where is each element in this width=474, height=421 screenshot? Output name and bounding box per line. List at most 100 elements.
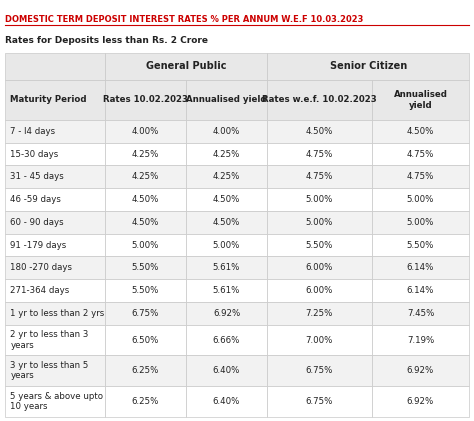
Bar <box>105 188 186 211</box>
Bar <box>186 211 267 234</box>
Text: 5.00%: 5.00% <box>213 240 240 250</box>
Text: Annualised
yield: Annualised yield <box>393 90 447 110</box>
Bar <box>186 325 267 355</box>
Text: 6.40%: 6.40% <box>213 366 240 375</box>
Bar <box>186 256 267 279</box>
Text: 6.50%: 6.50% <box>132 336 159 344</box>
Text: 5.50%: 5.50% <box>306 240 333 250</box>
Bar <box>186 355 267 386</box>
Bar <box>372 386 469 417</box>
Bar <box>5 234 105 256</box>
Text: 5 years & above upto
10 years: 5 years & above upto 10 years <box>10 392 103 411</box>
Text: 6.40%: 6.40% <box>213 397 240 406</box>
Text: Rates for Deposits less than Rs. 2 Crore: Rates for Deposits less than Rs. 2 Crore <box>5 36 208 45</box>
Text: 4.25%: 4.25% <box>213 172 240 181</box>
Text: 4.75%: 4.75% <box>407 172 434 181</box>
Bar <box>372 302 469 325</box>
Bar <box>105 279 186 302</box>
Bar <box>267 355 372 386</box>
Bar <box>267 120 372 143</box>
Text: 4.75%: 4.75% <box>407 149 434 159</box>
Bar <box>267 386 372 417</box>
Text: 6.92%: 6.92% <box>407 366 434 375</box>
Text: 4.50%: 4.50% <box>407 127 434 136</box>
Bar <box>105 165 186 188</box>
Text: Annualised yield: Annualised yield <box>186 96 267 104</box>
Bar <box>186 120 267 143</box>
Text: 4.50%: 4.50% <box>213 218 240 227</box>
Text: Rates 10.02.2023: Rates 10.02.2023 <box>103 96 188 104</box>
Text: 4.50%: 4.50% <box>132 195 159 204</box>
Text: 6.14%: 6.14% <box>407 286 434 295</box>
Bar <box>372 279 469 302</box>
Text: 5.00%: 5.00% <box>132 240 159 250</box>
Bar <box>5 188 105 211</box>
Bar <box>372 256 469 279</box>
Bar <box>5 325 105 355</box>
Text: 6.14%: 6.14% <box>407 263 434 272</box>
Text: 1 yr to less than 2 yrs: 1 yr to less than 2 yrs <box>10 309 105 318</box>
Bar <box>105 302 186 325</box>
Text: 4.00%: 4.00% <box>132 127 159 136</box>
Bar <box>5 355 105 386</box>
Text: Maturity Period: Maturity Period <box>10 96 87 104</box>
Bar <box>5 211 105 234</box>
Bar <box>372 143 469 165</box>
Bar <box>5 120 105 143</box>
Text: 4.50%: 4.50% <box>306 127 333 136</box>
Bar <box>5 256 105 279</box>
Bar <box>267 234 372 256</box>
Bar <box>186 279 267 302</box>
Bar <box>105 256 186 279</box>
Text: 5.61%: 5.61% <box>213 263 240 272</box>
Bar <box>267 211 372 234</box>
Text: 7.00%: 7.00% <box>306 336 333 344</box>
Text: 7.45%: 7.45% <box>407 309 434 318</box>
Bar <box>5 143 105 165</box>
Text: 4.50%: 4.50% <box>132 218 159 227</box>
Text: 7.25%: 7.25% <box>306 309 333 318</box>
Bar <box>372 211 469 234</box>
Bar <box>186 386 267 417</box>
Bar <box>267 325 372 355</box>
Text: 91 -179 days: 91 -179 days <box>10 240 67 250</box>
Text: 5.00%: 5.00% <box>407 218 434 227</box>
Text: Rates w.e.f. 10.02.2023: Rates w.e.f. 10.02.2023 <box>262 96 377 104</box>
Text: 60 - 90 days: 60 - 90 days <box>10 218 64 227</box>
Text: General Public: General Public <box>146 61 226 71</box>
Bar <box>105 386 186 417</box>
Bar <box>267 302 372 325</box>
Text: 6.00%: 6.00% <box>306 286 333 295</box>
Text: 6.66%: 6.66% <box>213 336 240 344</box>
Bar <box>105 80 186 120</box>
Bar <box>372 355 469 386</box>
Text: 6.25%: 6.25% <box>132 366 159 375</box>
Bar <box>5 279 105 302</box>
Bar <box>105 143 186 165</box>
Bar <box>105 120 186 143</box>
Text: 5.61%: 5.61% <box>213 286 240 295</box>
Bar <box>5 386 105 417</box>
Bar <box>372 325 469 355</box>
Bar <box>267 256 372 279</box>
Bar <box>267 188 372 211</box>
Text: 4.25%: 4.25% <box>132 149 159 159</box>
Bar <box>186 234 267 256</box>
Text: 271-364 days: 271-364 days <box>10 286 70 295</box>
Bar <box>186 80 267 120</box>
Text: 6.75%: 6.75% <box>132 309 159 318</box>
Text: 180 -270 days: 180 -270 days <box>10 263 73 272</box>
Bar <box>186 165 267 188</box>
Text: 6.92%: 6.92% <box>213 309 240 318</box>
Bar <box>186 302 267 325</box>
Text: 5.00%: 5.00% <box>306 195 333 204</box>
Bar <box>372 80 469 120</box>
Text: 4.50%: 4.50% <box>213 195 240 204</box>
Bar <box>105 355 186 386</box>
Bar <box>267 53 469 80</box>
Bar <box>267 165 372 188</box>
Text: 3 yr to less than 5
years: 3 yr to less than 5 years <box>10 361 89 381</box>
Text: 4.25%: 4.25% <box>132 172 159 181</box>
Bar <box>105 234 186 256</box>
Text: Senior Citizen: Senior Citizen <box>329 61 407 71</box>
